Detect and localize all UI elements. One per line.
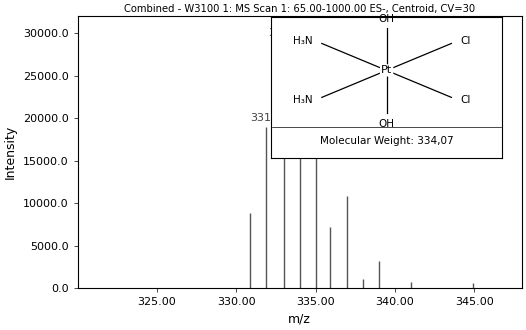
Text: Molecular Weight: 334,07: Molecular Weight: 334,07 — [320, 136, 453, 147]
Title: Combined - W3100 1: MS Scan 1: 65.00-1000.00 ES-, Centroid, CV=30: Combined - W3100 1: MS Scan 1: 65.00-100… — [124, 4, 475, 14]
Text: H₃N: H₃N — [293, 36, 312, 46]
Text: OH: OH — [379, 14, 394, 24]
Text: 333.0: 333.0 — [268, 28, 300, 38]
Text: 331.9: 331.9 — [250, 114, 282, 123]
Text: Pt: Pt — [381, 65, 392, 76]
X-axis label: m/z: m/z — [288, 313, 311, 326]
Y-axis label: Intensity: Intensity — [4, 125, 17, 180]
Text: H₃N: H₃N — [293, 95, 312, 105]
Text: Cl: Cl — [461, 95, 471, 105]
Text: Cl: Cl — [461, 36, 471, 46]
Text: 335.0: 335.0 — [300, 58, 331, 68]
Text: OH: OH — [379, 119, 394, 129]
